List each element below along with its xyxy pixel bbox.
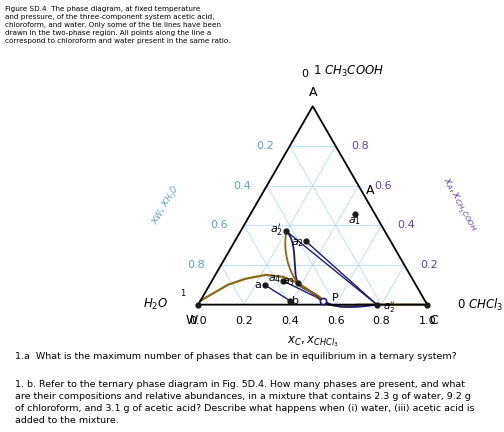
Text: 0.2: 0.2 <box>420 260 438 270</box>
Text: 0.2: 0.2 <box>235 316 253 326</box>
Text: 0.8: 0.8 <box>352 141 369 151</box>
Text: 1. b. Refer to the ternary phase diagram in Fig. 5D.4. How many phases are prese: 1. b. Refer to the ternary phase diagram… <box>15 380 475 425</box>
Text: $a_1$: $a_1$ <box>348 216 361 227</box>
Text: A: A <box>366 184 374 197</box>
Text: 0.8: 0.8 <box>372 316 390 326</box>
Text: 0.2: 0.2 <box>256 141 274 151</box>
Text: 0.6: 0.6 <box>210 220 228 230</box>
Text: 0.8: 0.8 <box>187 260 205 270</box>
Text: 0: 0 <box>301 69 308 79</box>
Text: P: P <box>332 293 339 303</box>
Text: $x_C, x_{CHCl_3}$: $x_C, x_{CHCl_3}$ <box>287 334 339 349</box>
Text: 0.4: 0.4 <box>233 181 251 191</box>
Text: 0.4: 0.4 <box>398 220 415 230</box>
Text: $a_2'$: $a_2'$ <box>270 222 283 238</box>
Text: C: C <box>430 314 438 327</box>
Text: b: b <box>292 295 299 306</box>
Text: 1.a  What is the maximum number of phases that can be in equilibrium in a ternar: 1.a What is the maximum number of phases… <box>15 352 457 361</box>
Text: 0.4: 0.4 <box>281 316 299 326</box>
Text: A: A <box>308 86 317 99</box>
Text: 1 $CH_3COOH$: 1 $CH_3COOH$ <box>312 64 384 79</box>
Text: a: a <box>255 280 261 290</box>
Text: $x_W, x_{H_2O}$: $x_W, x_{H_2O}$ <box>149 183 183 228</box>
Text: 1.0: 1.0 <box>418 316 436 326</box>
Text: W: W <box>185 314 198 327</box>
Text: 0.6: 0.6 <box>374 181 392 191</box>
Text: $H_2O$: $H_2O$ <box>143 297 168 312</box>
Text: $a_2''$: $a_2''$ <box>383 299 396 314</box>
Text: $a_2$: $a_2$ <box>291 238 304 249</box>
Text: Figure SD.4  The phase diagram, at fixed temperature
and pressure, of the three-: Figure SD.4 The phase diagram, at fixed … <box>5 6 230 44</box>
Text: 0 $CHCl_3$: 0 $CHCl_3$ <box>457 297 503 313</box>
Text: 1: 1 <box>180 289 185 298</box>
Text: $x_A, x_{CH_3COOH}$: $x_A, x_{CH_3COOH}$ <box>438 176 480 235</box>
Text: $a_4$: $a_4$ <box>268 273 282 285</box>
Text: $a_3$: $a_3$ <box>282 276 295 288</box>
Text: 0.0: 0.0 <box>190 316 207 326</box>
Text: 0.6: 0.6 <box>327 316 344 326</box>
